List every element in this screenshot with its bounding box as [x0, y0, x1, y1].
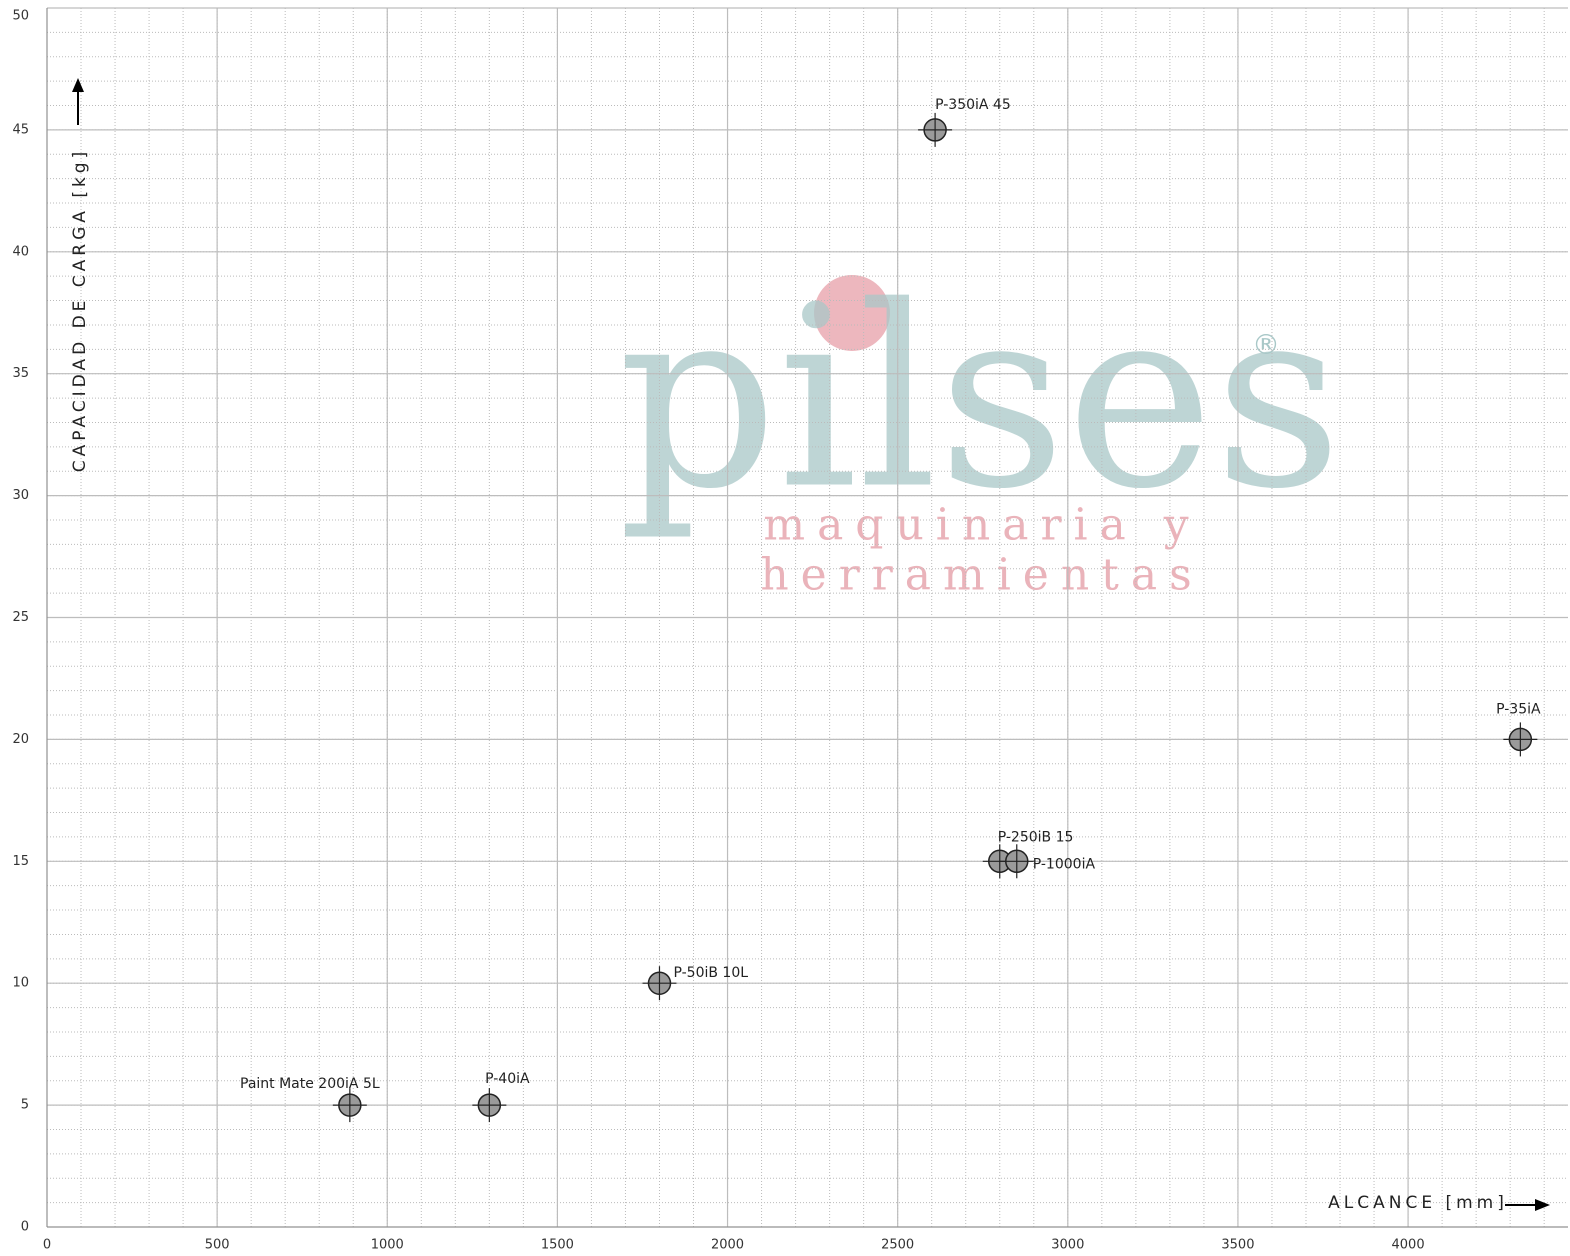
- watermark-line1: maquinaria y: [763, 500, 1200, 551]
- x-tick-label: 1500: [541, 1238, 574, 1253]
- y-tick-label: 0: [21, 1220, 29, 1235]
- y-tick-label: 5: [21, 1098, 29, 1113]
- x-axis-label: ALCANCE [mm]: [1328, 1193, 1508, 1213]
- y-arrowhead: [72, 78, 84, 92]
- y-tick-label: 45: [12, 122, 29, 137]
- watermark-logo: [814, 275, 890, 351]
- marks: Paint Mate 200iA 5L P-40iA P-50iB 10L P-250…: [240, 97, 1541, 1123]
- point-label: Paint Mate 200iA 5L: [240, 1076, 380, 1092]
- x-tick-label: 500: [205, 1238, 230, 1253]
- point: [472, 1088, 507, 1123]
- x-tick-label: 2500: [881, 1238, 914, 1253]
- watermark-registered: ®: [1252, 328, 1280, 361]
- point: [642, 966, 677, 1001]
- y-tick-label: 35: [12, 366, 29, 381]
- y-tick-label: 30: [12, 488, 29, 503]
- grid: [46, 7, 1568, 1228]
- point-label: P-35iA: [1496, 701, 1541, 717]
- x-tick-label: 1000: [371, 1238, 404, 1253]
- y-tick-label: 40: [12, 244, 29, 259]
- x-tick-label: 4000: [1392, 1238, 1425, 1253]
- point: [918, 112, 953, 147]
- x-tick-label: 3500: [1221, 1238, 1254, 1253]
- y-tick-label: 20: [12, 732, 29, 747]
- point-label: P-50iB 10L: [673, 965, 748, 981]
- y-axis-label: CAPACIDAD DE CARGA [kg]: [70, 148, 90, 472]
- point-label: P-250iB 15: [998, 829, 1074, 845]
- y-tick-label: 25: [12, 610, 29, 625]
- x-tick-label: 3000: [1051, 1238, 1084, 1253]
- y-tick-label: 15: [12, 854, 29, 869]
- point-label: P-40iA: [485, 1071, 530, 1087]
- point-label: P-1000iA: [1033, 856, 1096, 872]
- x-tick-label: 0: [43, 1238, 51, 1253]
- y-tick-label: 10: [12, 976, 29, 991]
- y-tick-label: 50: [12, 9, 29, 24]
- point-label: P-350iA 45: [935, 97, 1011, 113]
- point: [1503, 722, 1538, 757]
- x-tick-label: 2000: [711, 1238, 744, 1253]
- watermark-line2: herramientas: [760, 550, 1203, 601]
- x-arrowhead: [1535, 1199, 1550, 1211]
- watermark: pilses ® maquinaria y herramientas: [618, 253, 1343, 601]
- point: [999, 844, 1034, 879]
- point: [332, 1088, 367, 1123]
